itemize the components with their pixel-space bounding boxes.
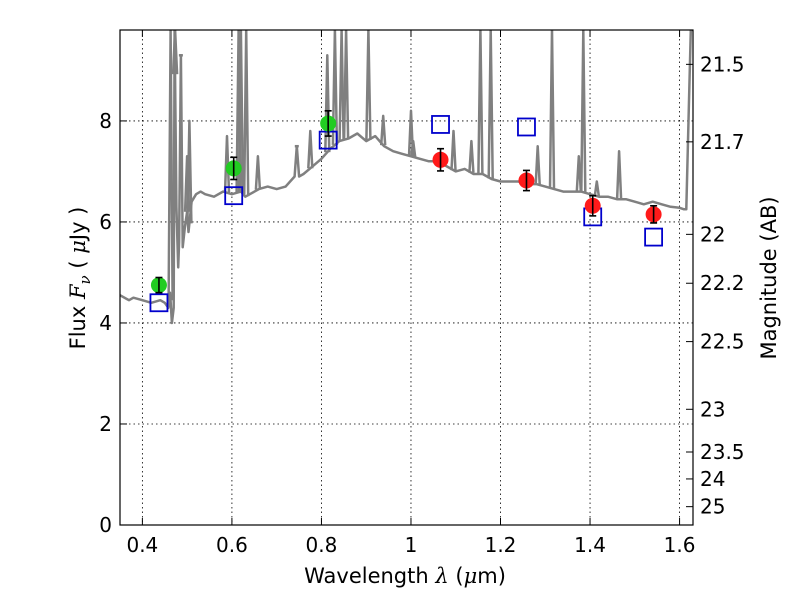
grid xyxy=(120,30,693,525)
spectrum-emission-line xyxy=(331,30,339,145)
y2-tick-label: 22.5 xyxy=(700,330,745,354)
y2-tick-label: 21.7 xyxy=(700,130,745,154)
y-axis-title: Flux Fν ( μJy ) xyxy=(66,207,94,350)
x-tick-label: 1.4 xyxy=(574,533,606,557)
spectrum-layer xyxy=(120,30,693,325)
y2-tick-label: 23 xyxy=(700,397,725,421)
spectrum-emission-line xyxy=(167,30,174,301)
spectrum-emission-line xyxy=(237,30,245,192)
spectrum-emission-line xyxy=(407,109,415,157)
y2-axis-title: Magnitude (AB) xyxy=(757,196,781,359)
y2-tick-label: 22.2 xyxy=(700,271,745,295)
model-square xyxy=(224,186,244,206)
y-tick-label: 2 xyxy=(99,412,112,436)
y2-tick-label: 21.5 xyxy=(700,52,745,76)
y2-tick-label: 23.5 xyxy=(700,440,745,464)
y2-tick-label: 24 xyxy=(700,467,725,491)
spectrum-emission-line xyxy=(477,30,484,175)
y-tick-label: 8 xyxy=(99,109,112,133)
y2-tick-label: 22 xyxy=(700,222,725,246)
spectrum-line xyxy=(120,30,693,325)
spectrum-emission-line xyxy=(338,30,345,141)
model-square xyxy=(644,227,664,247)
spectrum-emission-line xyxy=(468,139,475,173)
x-tick-label: 1.2 xyxy=(485,533,517,557)
spectrum-emission-line xyxy=(450,129,457,171)
x-tick-label: 1.6 xyxy=(664,533,696,557)
spectrum-emission-line xyxy=(342,30,350,140)
axes-ticks: 0.4 0.6 0.8 1 1.2 1.4 1.60246821.521.72222.222… xyxy=(99,30,745,557)
spectrum-emission-line xyxy=(575,155,583,192)
x-tick-label: 1 xyxy=(405,533,418,557)
spectrum-emission-line xyxy=(615,149,623,200)
x-axis-title: Wavelength λ (μm) xyxy=(304,564,506,588)
spectrum-emission-line xyxy=(171,30,179,75)
spectrum-emission-line xyxy=(307,129,314,169)
x-tick-label: 0.4 xyxy=(126,533,158,557)
spectrum-emission-line xyxy=(487,30,494,179)
spectrum-emission-line xyxy=(254,155,262,190)
model-square xyxy=(431,115,450,134)
y-tick-label: 6 xyxy=(99,210,112,234)
spectrum-emission-line xyxy=(593,180,601,197)
spectrum-emission-line xyxy=(365,30,372,140)
x-tick-label: 0.6 xyxy=(216,533,248,557)
model-square xyxy=(149,293,169,313)
spectrum-emission-line xyxy=(580,30,587,193)
plot-frame xyxy=(119,29,694,526)
spectrum-emission-line xyxy=(379,114,387,146)
spectrum-emission-line xyxy=(324,54,331,153)
y2-tick-label: 25 xyxy=(700,495,725,519)
spectrum-emission-line xyxy=(534,144,541,185)
spectrum-emission-line xyxy=(186,119,193,224)
spectrum-emission-line xyxy=(548,30,556,189)
model-square xyxy=(517,117,536,137)
x-tick-label: 0.8 xyxy=(306,533,338,557)
data-points-layer xyxy=(149,110,664,313)
y-tick-label: 0 xyxy=(99,513,112,537)
y-tick-label: 4 xyxy=(99,311,112,335)
spectrum-emission-line xyxy=(242,30,250,197)
